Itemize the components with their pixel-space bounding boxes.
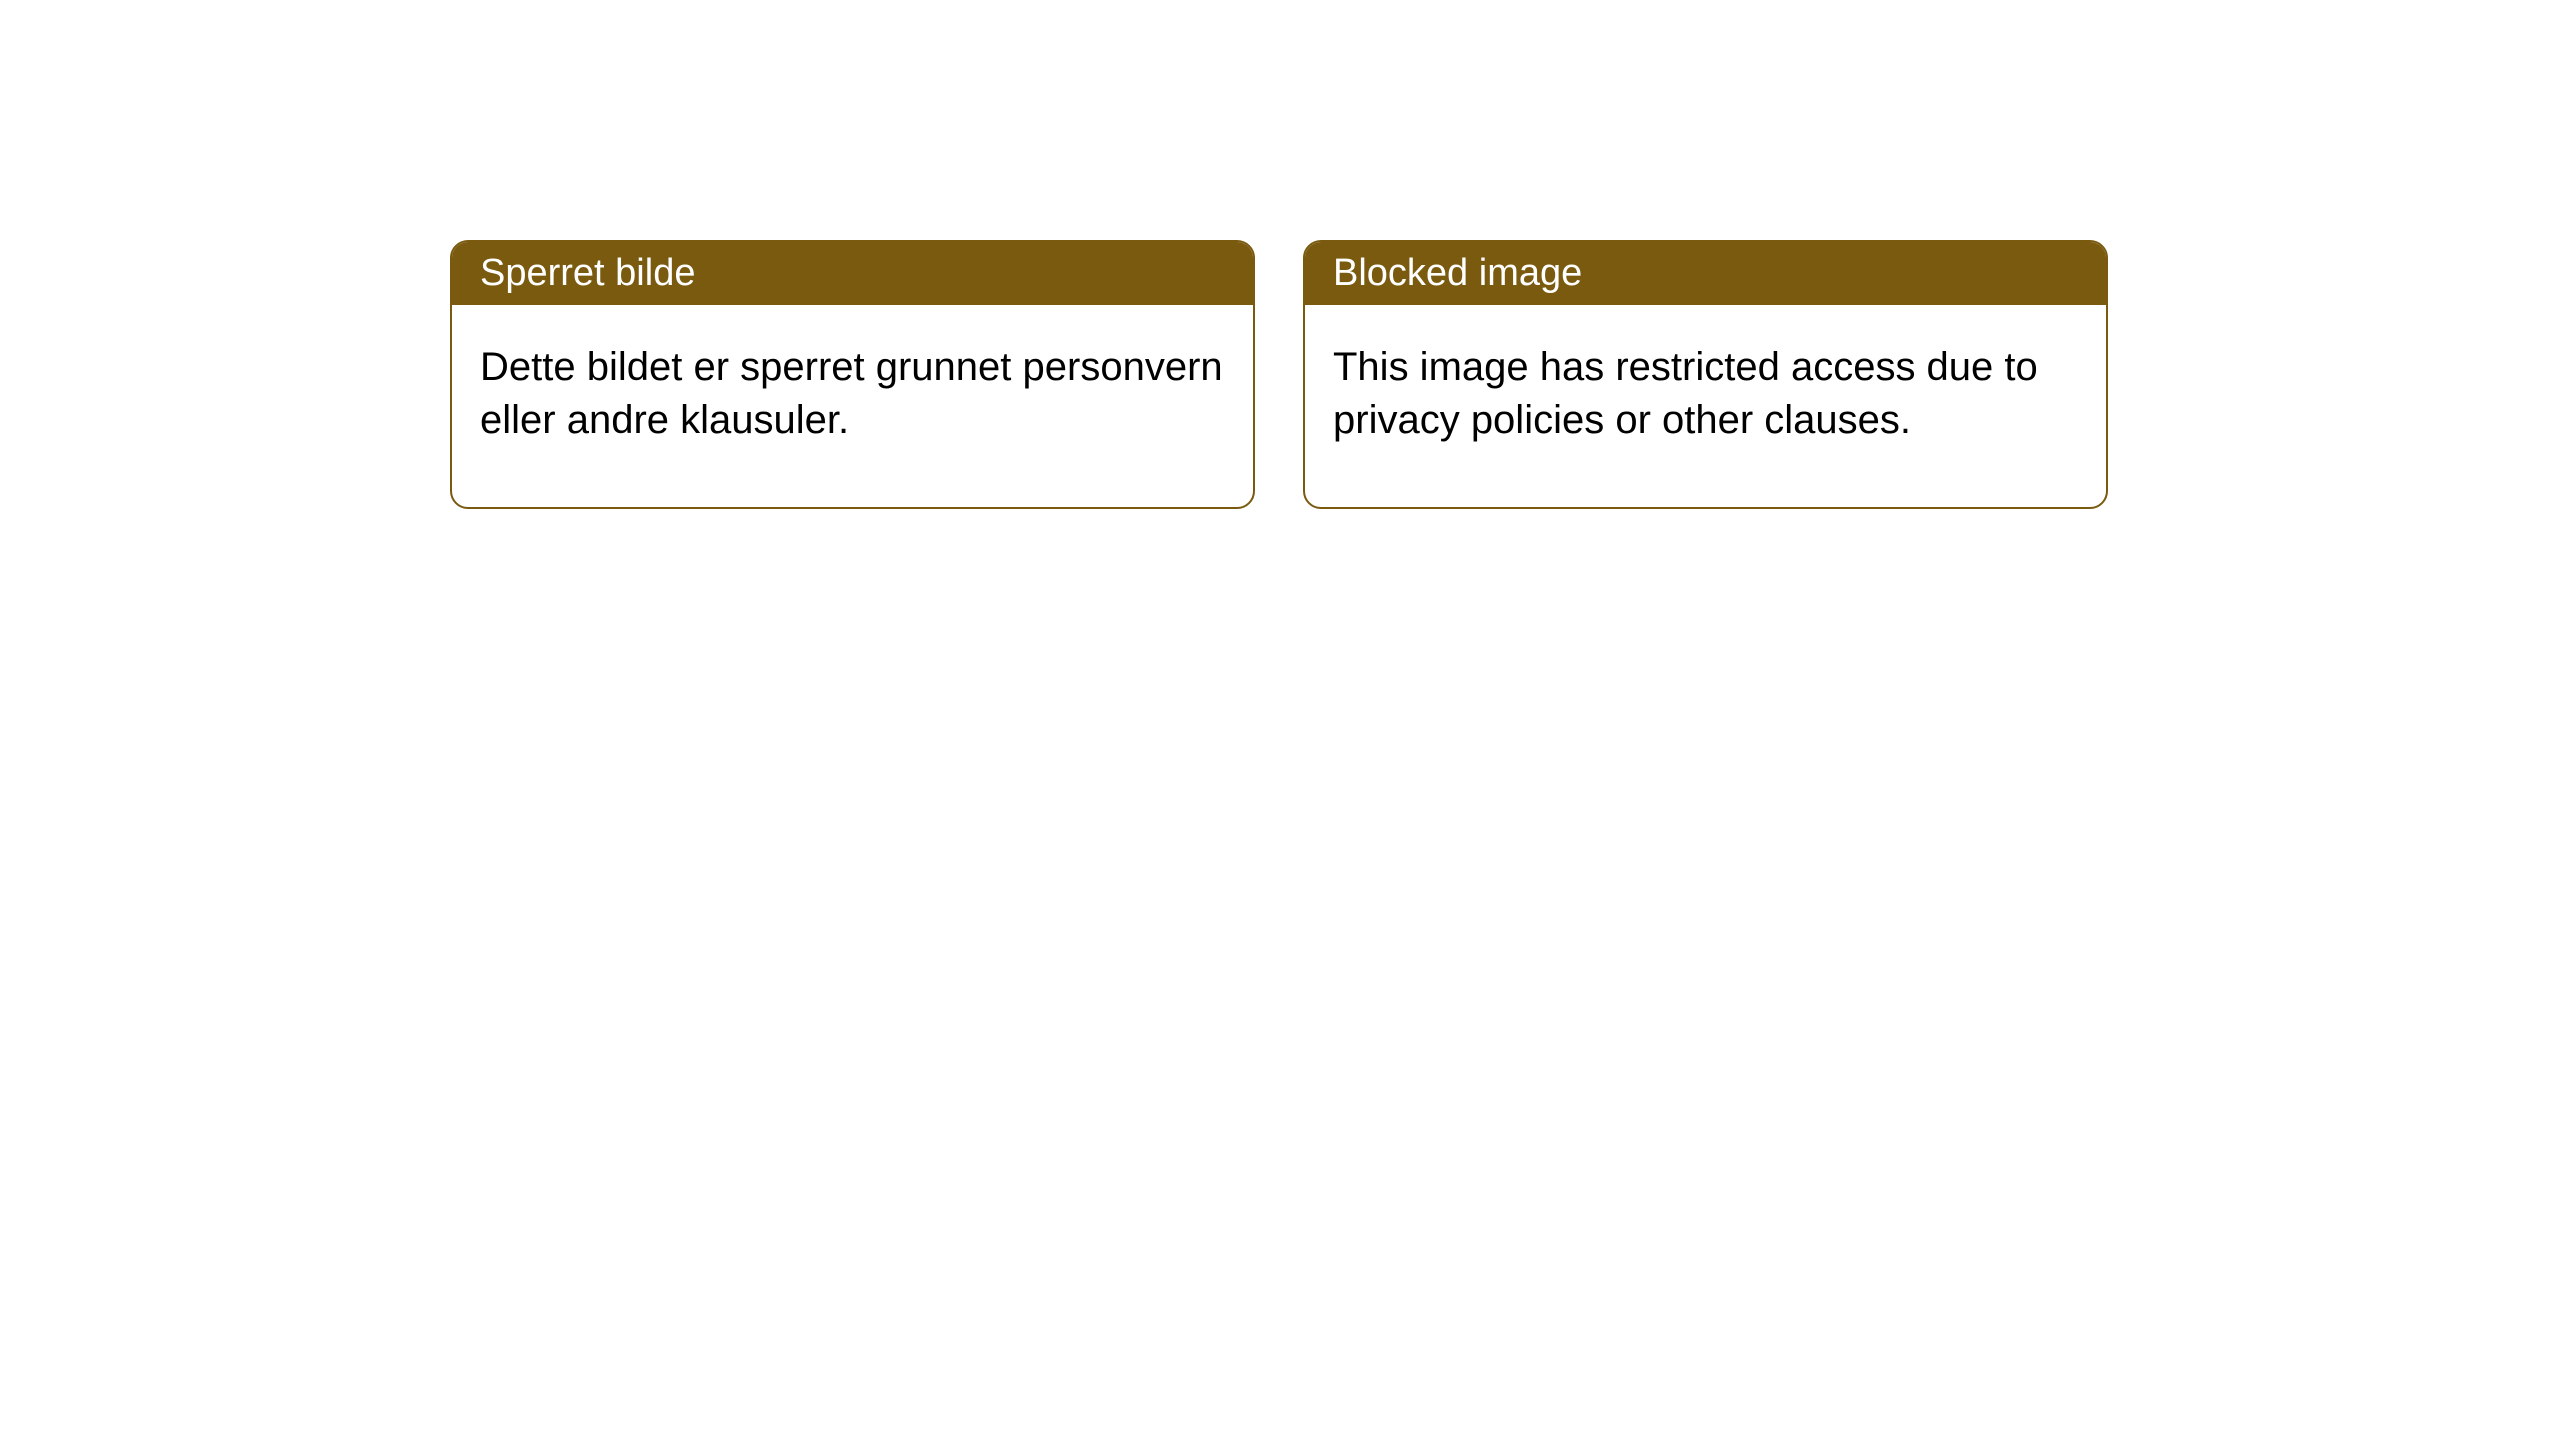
- card-body-text: Dette bildet er sperret grunnet personve…: [480, 345, 1223, 442]
- card-title: Sperret bilde: [480, 252, 695, 294]
- notice-container: Sperret bilde Dette bildet er sperret gr…: [0, 0, 2560, 509]
- card-body: This image has restricted access due to …: [1305, 305, 2106, 507]
- card-header: Sperret bilde: [452, 242, 1253, 305]
- blocked-image-card-no: Sperret bilde Dette bildet er sperret gr…: [450, 240, 1255, 509]
- card-header: Blocked image: [1305, 242, 2106, 305]
- card-title: Blocked image: [1333, 252, 1582, 294]
- blocked-image-card-en: Blocked image This image has restricted …: [1303, 240, 2108, 509]
- card-body-text: This image has restricted access due to …: [1333, 345, 2038, 442]
- card-body: Dette bildet er sperret grunnet personve…: [452, 305, 1253, 507]
